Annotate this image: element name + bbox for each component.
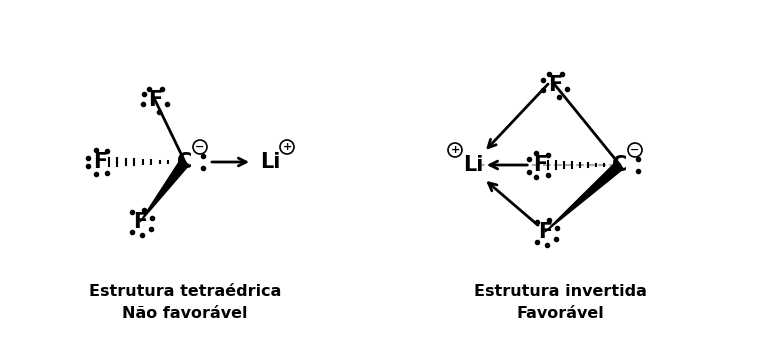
Text: Favorável: Favorável bbox=[516, 306, 604, 322]
Text: F: F bbox=[548, 75, 562, 95]
Text: Li: Li bbox=[260, 152, 280, 172]
Text: Não favorável: Não favorável bbox=[123, 306, 248, 322]
Text: F: F bbox=[533, 155, 547, 175]
Text: F: F bbox=[133, 212, 147, 232]
Text: −: − bbox=[196, 142, 205, 152]
Text: F: F bbox=[148, 90, 162, 110]
Text: Estrutura invertida: Estrutura invertida bbox=[473, 285, 646, 300]
Polygon shape bbox=[545, 161, 623, 232]
Text: F: F bbox=[93, 152, 107, 172]
Text: +: + bbox=[451, 145, 460, 155]
Polygon shape bbox=[140, 159, 189, 222]
Text: −: − bbox=[630, 145, 640, 155]
Text: +: + bbox=[282, 142, 291, 152]
Text: C: C bbox=[177, 152, 193, 172]
Text: C: C bbox=[613, 155, 628, 175]
Text: Li: Li bbox=[463, 155, 483, 175]
Text: Estrutura tetraédrica: Estrutura tetraédrica bbox=[89, 285, 281, 300]
Text: F: F bbox=[538, 222, 552, 242]
